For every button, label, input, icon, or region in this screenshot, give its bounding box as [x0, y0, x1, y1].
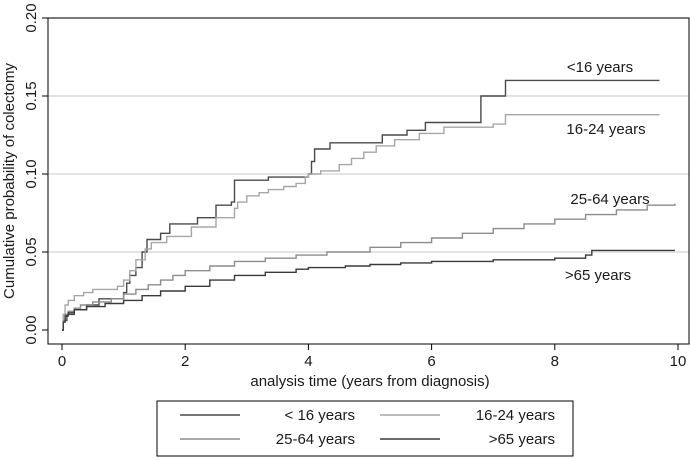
series-line-0 — [62, 79, 660, 331]
x-tick-label: 6 — [427, 353, 435, 370]
legend-label: 25-64 years — [276, 431, 355, 448]
series-lines — [62, 79, 676, 331]
series-line-3 — [62, 249, 675, 331]
x-tick-label: 8 — [551, 353, 559, 370]
x-tick-label: 10 — [670, 353, 687, 370]
y-axis-label: Cumulative probability of colectomy — [1, 63, 18, 299]
plot-area-border — [47, 17, 690, 345]
curve-label: <16 years — [567, 59, 633, 76]
series-line-2 — [62, 203, 676, 331]
legend: < 16 years 16-24 years 25-64 years >65 year… — [156, 400, 574, 457]
y-tick-label: 0.15 — [23, 81, 40, 110]
curve-label: >65 years — [565, 267, 631, 284]
legend-box — [156, 400, 574, 457]
x-tick-label: 4 — [304, 353, 312, 370]
series-line-1 — [62, 114, 660, 331]
y-tick-label: 0.00 — [23, 315, 40, 344]
y-tick-label: 0.05 — [23, 237, 40, 266]
y-tick-label: 0.10 — [23, 159, 40, 188]
x-axis-label: analysis time (years from diagnosis) — [250, 373, 489, 390]
legend-label: 16-24 years — [476, 407, 555, 424]
legend-label: < 16 years — [285, 407, 355, 424]
axes: 0 2 4 6 8 10 0.00 0.05 0.10 0.15 0.20 — [23, 3, 686, 370]
curve-label: 25-64 years — [570, 191, 649, 208]
curve-labels: <16 years 16-24 years 25-64 years >65 years — [565, 59, 650, 284]
x-tick-label: 0 — [58, 353, 66, 370]
x-tick-label: 2 — [181, 353, 189, 370]
legend-label: >65 years — [489, 431, 555, 448]
y-tick-label: 0.20 — [23, 3, 40, 32]
curve-label: 16-24 years — [566, 121, 645, 138]
